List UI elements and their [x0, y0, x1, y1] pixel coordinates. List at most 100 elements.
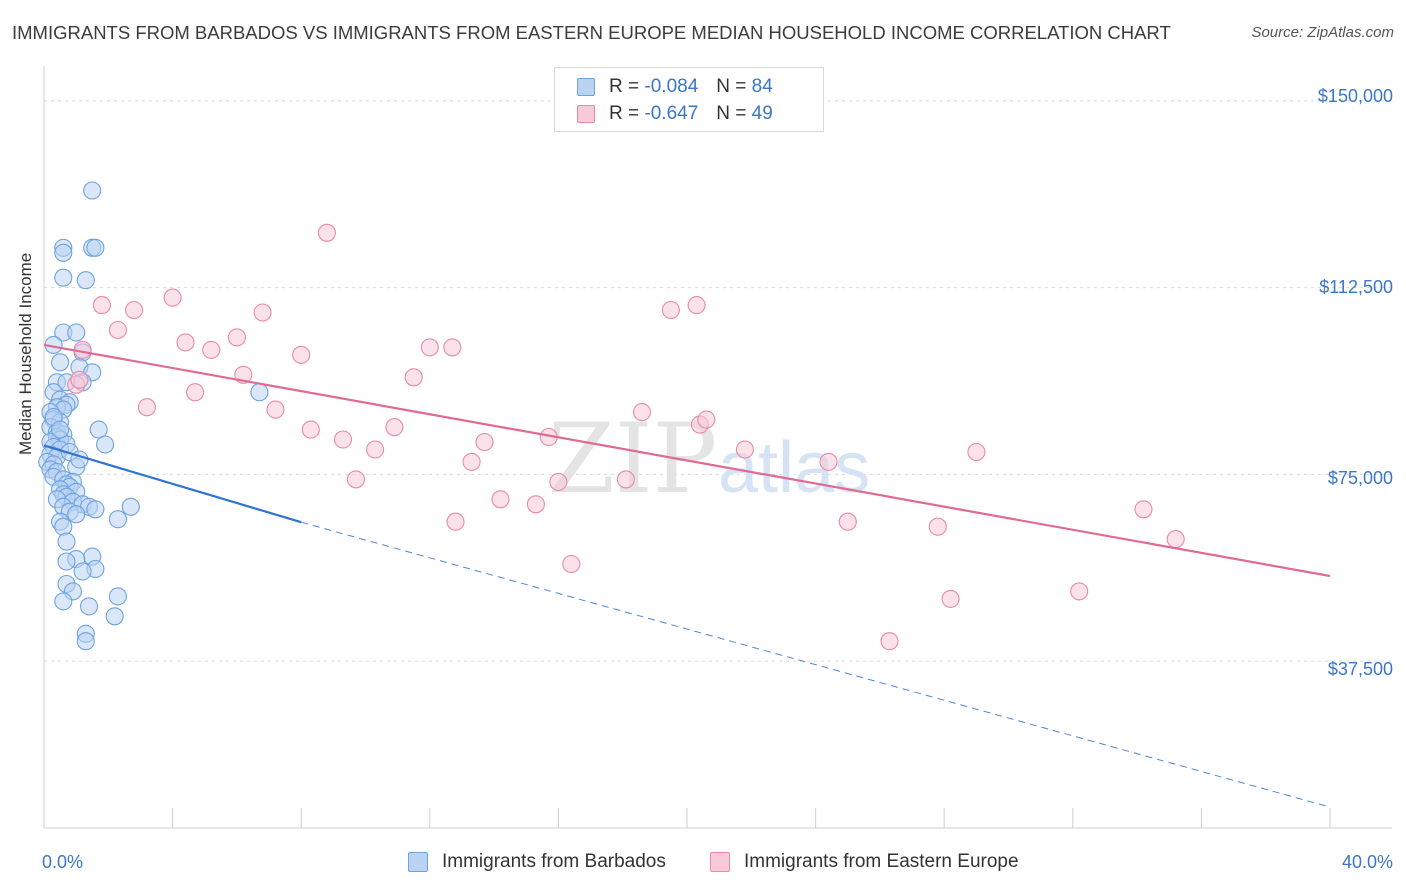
- barbados-point: [54, 517, 73, 536]
- eastern-europe-point: [227, 328, 246, 347]
- eastern-europe-point: [928, 517, 947, 536]
- eastern-europe-point: [292, 345, 311, 364]
- eastern-europe-point: [124, 300, 144, 320]
- r-value-barbados: -0.084: [644, 76, 699, 97]
- legend-item-barbados[interactable]: Immigrants from Barbados: [408, 851, 666, 873]
- trend-lines: [43, 343, 1331, 808]
- barbados-point: [54, 268, 73, 287]
- eastern-europe-point: [1166, 530, 1185, 549]
- eastern-europe-point: [941, 589, 960, 608]
- eastern-europe-point: [333, 430, 353, 449]
- barbados-point: [121, 497, 140, 516]
- r-label: R =: [609, 103, 640, 124]
- legend-swatch-barbados: [408, 852, 428, 872]
- eastern-europe-point: [661, 300, 680, 320]
- barbados-point: [250, 383, 269, 402]
- data-points: [38, 181, 1185, 651]
- legend-swatch-eastern-europe: [710, 852, 730, 872]
- eastern-europe-point: [137, 398, 156, 417]
- barbados-point: [108, 587, 127, 606]
- n-label: N =: [716, 103, 747, 124]
- eastern-europe-point: [697, 410, 716, 429]
- barbados-point: [54, 243, 73, 262]
- legend-item-eastern-europe[interactable]: Immigrants from Eastern Europe: [710, 851, 1019, 873]
- barbados-point: [105, 607, 124, 626]
- eastern-europe-point: [880, 632, 899, 651]
- legend-label-eastern-europe: Immigrants from Eastern Europe: [744, 851, 1019, 872]
- barbados-point: [108, 510, 127, 529]
- watermark-zip: ZIP: [548, 403, 717, 515]
- x-tick-label-min: 0.0%: [42, 852, 84, 872]
- n-value-barbados: 84: [751, 76, 773, 97]
- eastern-europe-point: [1134, 500, 1153, 519]
- eastern-europe-point: [443, 338, 462, 357]
- eastern-europe-point: [366, 440, 385, 459]
- eastern-europe-point: [404, 368, 423, 387]
- barbados-point: [86, 238, 105, 257]
- barbados-point: [76, 271, 95, 290]
- n-label: N =: [716, 76, 747, 97]
- barbados-point: [54, 592, 73, 611]
- barbados-point: [89, 420, 108, 439]
- eastern-europe-point: [108, 320, 127, 340]
- legend-swatch-barbados: [577, 78, 595, 96]
- eastern-europe-point: [186, 383, 205, 402]
- source-credit: Source: ZipAtlas.com: [1251, 24, 1394, 41]
- y-axis-label: Median Household Income: [16, 252, 35, 455]
- eastern-europe-point: [163, 288, 182, 307]
- barbados-point: [86, 500, 105, 519]
- barbados-point: [51, 353, 70, 372]
- eastern-europe-point: [385, 418, 404, 437]
- barbados-point: [51, 420, 70, 439]
- eastern-europe-point: [632, 403, 652, 422]
- eastern-europe-point: [301, 420, 320, 439]
- barbados-point: [96, 435, 115, 454]
- eastern-europe-point: [420, 338, 439, 357]
- eastern-europe-point: [819, 452, 838, 471]
- barbados-trend-extension: [301, 521, 1331, 808]
- eastern-europe-point: [1070, 582, 1089, 601]
- y-tick-label: $112,500: [1319, 277, 1393, 297]
- eastern-europe-point: [491, 490, 510, 509]
- correlation-legend: R = -0.084 N = 84 R = -0.647 N = 49: [554, 67, 824, 132]
- watermark-atlas: atlas: [718, 428, 870, 508]
- barbados-trend-line: [43, 444, 302, 524]
- barbados-point: [83, 181, 102, 200]
- y-tick-label: $150,000: [1317, 86, 1393, 106]
- barbados-point: [76, 632, 95, 651]
- eastern-europe-point: [266, 400, 285, 419]
- barbados-point: [79, 597, 99, 616]
- eastern-europe-point: [616, 470, 635, 489]
- r-value-eastern-europe: -0.647: [644, 103, 699, 124]
- eastern-europe-point: [735, 440, 754, 459]
- eastern-europe-point: [549, 472, 568, 491]
- y-tick-label: $37,500: [1327, 659, 1393, 679]
- barbados-point: [67, 323, 86, 342]
- eastern-europe-trend-line: [43, 343, 1331, 578]
- barbados-point: [67, 505, 86, 524]
- eastern-europe-point: [346, 470, 365, 489]
- legend-row-barbados: R = -0.084 N = 84: [577, 75, 773, 99]
- y-tick-label: $75,000: [1327, 468, 1393, 488]
- x-tick-label-max: 40.0%: [1341, 852, 1393, 872]
- barbados-point: [57, 552, 76, 571]
- legend-label-barbados: Immigrants from Barbados: [442, 851, 666, 872]
- eastern-europe-point: [967, 442, 986, 462]
- eastern-europe-point: [92, 296, 111, 315]
- eastern-europe-point: [838, 512, 857, 531]
- legend-row-eastern-europe: R = -0.647 N = 49: [577, 102, 773, 126]
- zipatlas-watermark: ZIP atlas: [548, 403, 870, 515]
- eastern-europe-point: [70, 370, 89, 389]
- barbados-point: [73, 562, 92, 581]
- eastern-europe-point: [317, 223, 336, 242]
- eastern-europe-point: [446, 512, 465, 531]
- eastern-europe-point: [202, 340, 221, 359]
- n-value-eastern-europe: 49: [751, 103, 773, 124]
- eastern-europe-point: [562, 554, 581, 574]
- eastern-europe-point: [253, 303, 272, 322]
- legend-swatch-eastern-europe: [577, 105, 595, 123]
- r-label: R =: [609, 76, 640, 97]
- barbados-point: [57, 532, 76, 551]
- eastern-europe-point: [526, 495, 545, 514]
